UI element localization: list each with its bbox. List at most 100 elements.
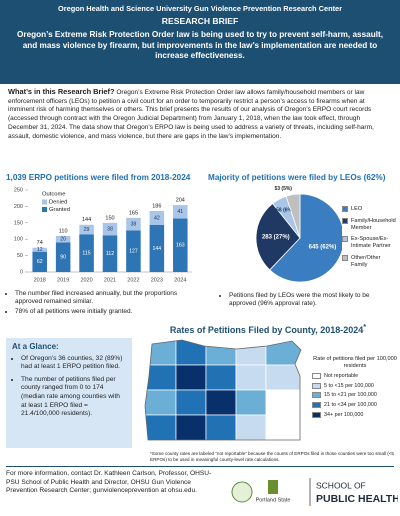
note: The number filed increased annually, but… <box>15 290 196 307</box>
legend-label: 21 to <34 per 100,000 <box>324 401 377 408</box>
legend-label: Other/Other Family <box>351 254 381 268</box>
legend-item: Ex-Spouse/Ex-Intimate Partner <box>342 236 398 250</box>
county <box>205 340 237 366</box>
intro: What’s in this Research Brief? Oregon’s … <box>8 87 392 141</box>
county <box>205 414 237 440</box>
slice-label: 58 (6%) <box>276 207 294 213</box>
county <box>235 364 267 391</box>
logo-text: PUBLIC HEALTH <box>316 493 398 505</box>
segment-label: 90 <box>60 255 66 261</box>
intro-heading: What’s in this Research Brief? <box>8 87 115 96</box>
segment-label: 127 <box>129 249 138 255</box>
segment-label: 163 <box>176 243 185 249</box>
legend-item: Other/Other Family <box>342 254 398 269</box>
legend-swatch <box>312 401 321 408</box>
header: Oregon Health and Science University Gun… <box>0 0 400 84</box>
county <box>265 389 301 416</box>
total-label: 150 <box>105 215 114 221</box>
legend-title: Outcome <box>42 192 66 198</box>
pie-slice <box>269 193 342 283</box>
pie-notes: Petitions filed by LEOs were the most li… <box>220 292 396 310</box>
legend-swatch <box>342 217 348 224</box>
organization: Oregon Health and Science University Gun… <box>57 4 343 13</box>
logo-text: SCHOOL OF <box>316 480 366 490</box>
contact: For more information, contact Dr. Kathle… <box>6 470 212 495</box>
x-tick-label: 2024 <box>174 277 186 283</box>
ohsu-logo <box>231 481 253 503</box>
segment-label: 38 <box>107 226 113 232</box>
segment-label: 20 <box>60 237 66 243</box>
legend-label: Not reportable <box>324 373 359 380</box>
legend-swatch <box>342 236 348 243</box>
legend-label: Granted <box>49 207 70 213</box>
x-tick-label: 2019 <box>57 277 69 283</box>
county <box>175 389 207 416</box>
pie-title: Majority of petitions were filed by LEOs… <box>208 173 386 182</box>
bar-segment <box>55 242 71 272</box>
legend-item: Not reportable <box>312 373 398 380</box>
y-tick-label: 50 <box>17 253 23 259</box>
legend-item: 5 to <15 per 100,000 <box>312 382 398 390</box>
glance-bullet: The number of petitions filed per county… <box>21 376 126 419</box>
legend-swatch <box>42 207 47 212</box>
legend-swatch <box>312 382 321 389</box>
logos: Portland State SCHOOL OF PUBLIC HEALTH <box>231 478 398 506</box>
county <box>235 389 267 416</box>
county <box>235 414 267 440</box>
pie-legend: LEO Family/Household Member Ex-Spouse/Ex-I… <box>342 206 398 274</box>
bar-segment <box>79 224 94 235</box>
legend-swatch <box>342 254 348 261</box>
map-title: Rates of Petitions Filed by County, 2018… <box>140 322 396 335</box>
segment-label: 115 <box>82 251 90 257</box>
bar-segment <box>126 217 141 231</box>
map-legend-title: Rate of petitions filed per 100,000 resi… <box>313 356 397 369</box>
y-tick-label: 0 <box>20 269 23 275</box>
bar-segment <box>102 235 118 272</box>
legend-swatch <box>342 206 348 212</box>
at-a-glance: At a Glance: Of Oregon’s 36 counties, 32… <box>6 338 132 448</box>
y-tick-label: 150 <box>14 220 23 226</box>
legend-swatch <box>312 411 321 418</box>
psu-logo <box>268 480 278 494</box>
slice-label: 283 (27%) <box>262 235 290 241</box>
segment-label: 41 <box>177 209 183 215</box>
total-label: 186 <box>152 203 161 209</box>
logo-text: Portland State <box>256 497 291 503</box>
legend-label: 5 to <15 per 100,000 <box>324 382 374 389</box>
x-tick-label: 2022 <box>127 277 139 283</box>
legend-label: 15 to <21 per 100,000 <box>324 392 377 399</box>
pie-slice <box>285 193 301 239</box>
legend-label: Denied <box>49 200 67 206</box>
bar-notes: The number filed increased annually, but… <box>6 290 196 317</box>
bar-segment <box>173 205 188 219</box>
segment-label: 112 <box>106 251 114 257</box>
pie-slice <box>255 202 301 271</box>
bar-segment <box>32 247 47 252</box>
segment-label: 29 <box>84 227 90 233</box>
total-label: 144 <box>82 217 91 223</box>
legend-label: Ex-Spouse/Ex-Intimate Partner <box>351 236 391 250</box>
map-title-mark: * <box>363 322 367 331</box>
county <box>235 340 267 366</box>
county <box>175 364 207 391</box>
county <box>145 414 177 440</box>
map-legend: Rate of petitions filed per 100,000 resi… <box>312 356 398 421</box>
segment-label: 12 <box>37 247 43 253</box>
county <box>205 389 237 416</box>
legend-label: Family/Household Member <box>351 217 396 231</box>
county-map <box>144 339 302 441</box>
state-outline <box>144 339 302 441</box>
bar-segment <box>149 210 165 225</box>
legend-swatch <box>312 373 321 380</box>
county <box>205 364 237 391</box>
total-label: 204 <box>176 198 185 204</box>
total-label: 74 <box>37 240 43 246</box>
legend-item: Family/Household Member <box>342 217 398 232</box>
bar-segment <box>126 230 141 272</box>
legend-item: 34+ per 100,000 <box>312 411 398 419</box>
headline: Oregon’s Extreme Risk Protection Order l… <box>17 30 383 61</box>
slice-label: 645 (62%) <box>309 245 337 251</box>
